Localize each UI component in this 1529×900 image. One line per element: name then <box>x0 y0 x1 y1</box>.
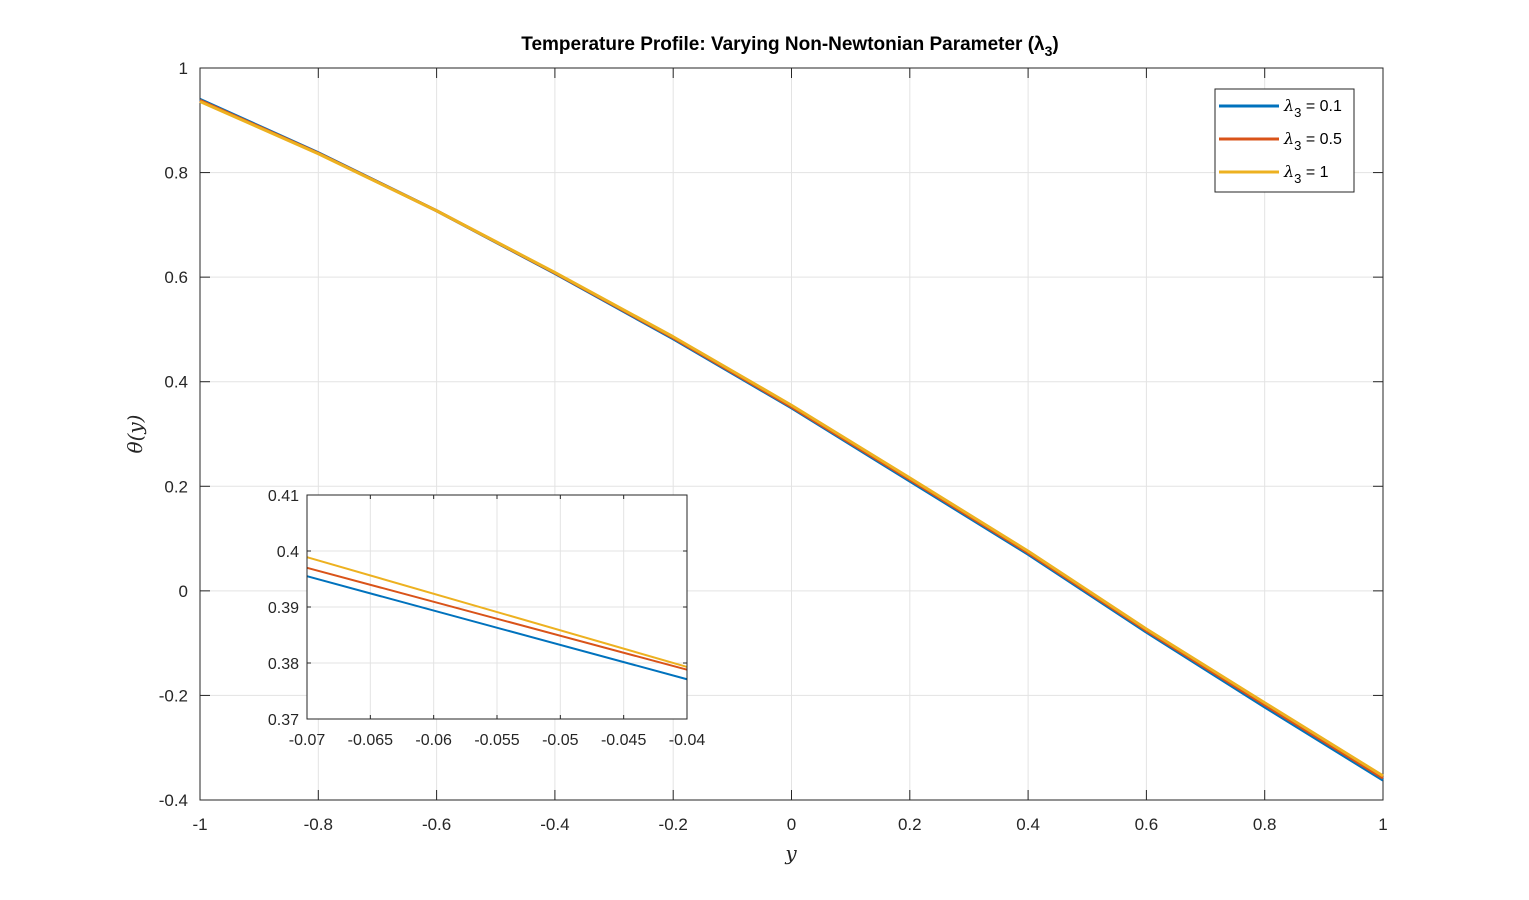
inset-y-tick-label: 0.39 <box>268 600 299 617</box>
inset-y-tick-label: 0.37 <box>268 712 299 729</box>
x-tick-label: 0.8 <box>1253 815 1277 834</box>
inset-x-tick-labels: -0.07 -0.065 -0.06 -0.055 -0.05 -0.045 -0.04 <box>289 732 706 749</box>
x-tick-label: -1 <box>192 815 207 834</box>
x-tick-label: -0.4 <box>540 815 569 834</box>
inset-x-tick-label: -0.045 <box>601 732 646 749</box>
y-tick-label: 0 <box>179 582 188 601</box>
inset-x-tick-label: -0.055 <box>474 732 519 749</box>
x-axis-label: y <box>784 841 797 865</box>
y-tick-label: -0.2 <box>159 686 188 705</box>
chart-title-subscript: 3 <box>1045 43 1053 59</box>
inset-x-tick-label: -0.06 <box>415 732 452 749</box>
x-tick-label: -0.6 <box>422 815 451 834</box>
inset-x-tick-label: -0.065 <box>348 732 393 749</box>
inset-y-tick-label: 0.38 <box>268 656 299 673</box>
inset-y-tick-label: 0.4 <box>277 544 299 561</box>
inset-series-line-3 <box>306 556 688 668</box>
y-tick-label: 0.8 <box>164 164 188 183</box>
y-tick-label: -0.4 <box>159 791 188 810</box>
chart-title-close: ) <box>1052 34 1058 55</box>
main-series-lines <box>199 98 1384 782</box>
inset-x-tick-label: -0.07 <box>289 732 326 749</box>
inset-x-tick-label: -0.04 <box>669 732 706 749</box>
inset-y-tick-label: 0.41 <box>268 488 299 505</box>
legend-label-1: λ3 = 0.1 <box>1283 96 1342 120</box>
main-x-tick-labels: -1 -0.8 -0.6 -0.4 -0.2 0 0.2 0.4 0.6 0.8 1 <box>192 815 1387 834</box>
inset-y-tick-labels: 0.37 0.38 0.39 0.4 0.41 <box>268 488 299 729</box>
main-y-tick-labels: -0.4 -0.2 0 0.2 0.4 0.6 0.8 1 <box>159 59 188 810</box>
inset-series-lines <box>306 556 688 681</box>
main-ticks <box>199 67 1384 801</box>
x-tick-label: 0.4 <box>1016 815 1040 834</box>
x-tick-label: 0.2 <box>898 815 922 834</box>
x-tick-label: 1 <box>1378 815 1387 834</box>
x-tick-label: -0.2 <box>659 815 688 834</box>
inset-series-line-2 <box>306 566 688 671</box>
legend-label-3: λ3 = 1 <box>1283 162 1329 186</box>
series-line-3 <box>199 100 1384 778</box>
legend-items: λ3 = 0.1 λ3 = 0.5 λ3 = 1 <box>1219 96 1342 186</box>
y-tick-label: 1 <box>179 59 188 78</box>
legend: λ3 = 0.1 λ3 = 0.5 λ3 = 1 <box>1214 88 1355 193</box>
x-tick-label: 0.6 <box>1135 815 1159 834</box>
y-tick-label: 0.2 <box>164 477 188 496</box>
chart-title-main: Temperature Profile: Varying Non-Newtoni… <box>521 34 1045 55</box>
x-tick-label: 0 <box>787 815 796 834</box>
legend-label-2: λ3 = 0.5 <box>1283 129 1342 153</box>
y-tick-label: 0.6 <box>164 268 188 287</box>
x-tick-label: -0.8 <box>304 815 333 834</box>
chart-title: Temperature Profile: Varying Non-Newtoni… <box>521 34 1058 59</box>
inset-zoom-axes: -0.07 -0.065 -0.06 -0.055 -0.05 -0.045 -0.04 0… <box>268 488 705 749</box>
y-axis-label: θ(y) <box>123 415 147 454</box>
inset-ticks <box>306 494 688 720</box>
inset-series-line-1 <box>306 575 688 681</box>
inset-x-tick-label: -0.05 <box>542 732 579 749</box>
y-tick-label: 0.4 <box>164 373 188 392</box>
